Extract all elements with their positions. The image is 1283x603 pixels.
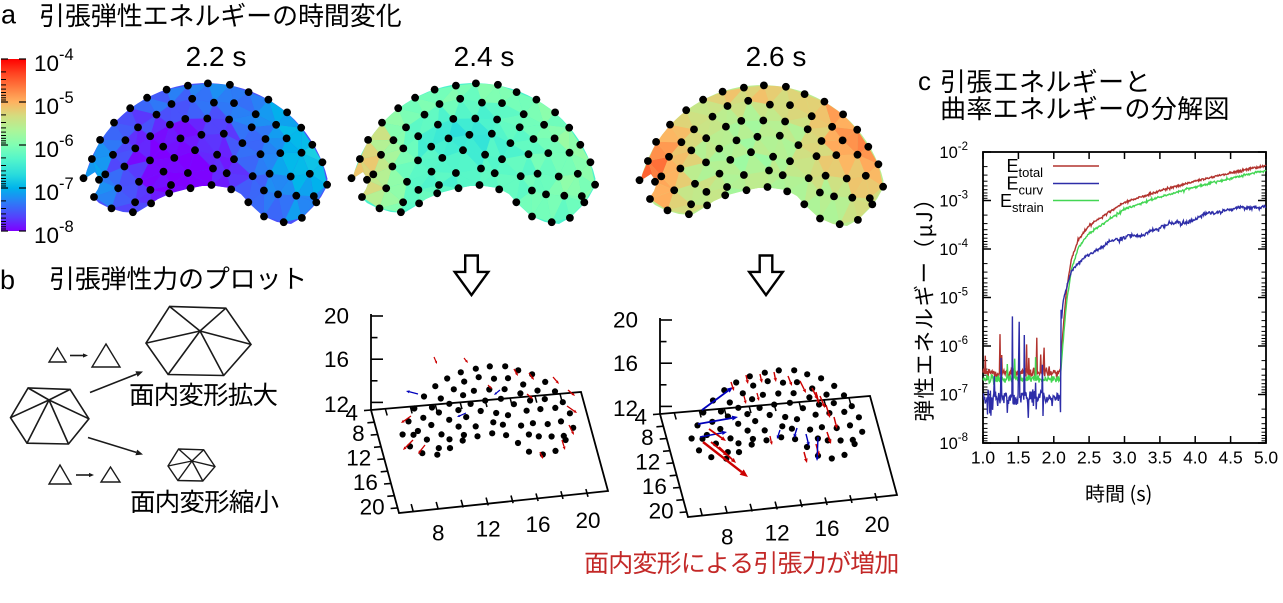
svg-text:2.6 s: 2.6 s (746, 41, 807, 72)
svg-text:-7: -7 (958, 384, 968, 396)
svg-text:16: 16 (613, 351, 638, 376)
svg-text:10: 10 (34, 137, 59, 162)
svg-text:3.5: 3.5 (1148, 448, 1172, 468)
svg-text:12: 12 (613, 396, 638, 421)
svg-text:2.4 s: 2.4 s (454, 41, 515, 72)
svg-text:20: 20 (864, 512, 889, 537)
svg-text:10: 10 (939, 290, 957, 308)
svg-text:4: 4 (634, 405, 647, 430)
svg-text:10: 10 (34, 94, 59, 119)
svg-text:4.5: 4.5 (1218, 448, 1242, 468)
svg-text:10: 10 (939, 144, 957, 162)
svg-text:-4: -4 (59, 46, 74, 64)
svg-text:12: 12 (635, 449, 660, 474)
svg-text:12: 12 (346, 445, 371, 470)
svg-text:8: 8 (352, 421, 365, 446)
svg-text:2.0: 2.0 (1042, 448, 1067, 468)
svg-text:-2: -2 (958, 141, 968, 153)
svg-text:E: E (1000, 191, 1012, 211)
svg-text:1.0: 1.0 (971, 448, 996, 468)
svg-text:E: E (1007, 156, 1019, 176)
svg-text:12: 12 (324, 392, 349, 417)
svg-text:20: 20 (649, 498, 674, 523)
svg-text:a: a (1, 0, 17, 30)
svg-text:16: 16 (324, 347, 349, 372)
svg-text:curv: curv (1019, 183, 1044, 198)
svg-text:12: 12 (765, 520, 790, 545)
svg-text:E: E (1007, 174, 1019, 194)
svg-text:8: 8 (432, 521, 445, 546)
svg-text:10: 10 (34, 51, 59, 76)
svg-text:-7: -7 (59, 175, 74, 193)
svg-text:4.0: 4.0 (1183, 448, 1208, 468)
svg-text:-4: -4 (958, 238, 969, 250)
svg-text:16: 16 (526, 512, 551, 537)
svg-text:10: 10 (34, 223, 59, 248)
svg-text:-5: -5 (59, 89, 74, 107)
svg-text:20: 20 (360, 494, 385, 519)
svg-text:16: 16 (353, 470, 378, 495)
svg-text:10: 10 (939, 435, 957, 453)
svg-text:c: c (918, 66, 931, 96)
svg-text:12: 12 (476, 516, 501, 541)
svg-text:-5: -5 (958, 287, 968, 299)
svg-text:10: 10 (34, 180, 59, 205)
svg-text:-3: -3 (958, 190, 968, 202)
svg-text:-8: -8 (958, 432, 968, 444)
svg-text:b: b (0, 265, 15, 295)
svg-text:-8: -8 (59, 218, 74, 236)
svg-text:8: 8 (641, 425, 654, 450)
svg-text:1.5: 1.5 (1006, 448, 1030, 468)
svg-text:2.5: 2.5 (1077, 448, 1101, 468)
svg-text:-6: -6 (59, 132, 74, 150)
svg-text:total: total (1019, 165, 1044, 180)
svg-text:4: 4 (345, 401, 358, 426)
svg-text:10: 10 (939, 338, 957, 356)
svg-text:20: 20 (575, 508, 600, 533)
svg-text:-6: -6 (958, 335, 968, 347)
svg-text:8: 8 (721, 525, 734, 550)
svg-text:5.0: 5.0 (1254, 448, 1279, 468)
svg-text:10: 10 (939, 241, 957, 259)
svg-text:16: 16 (642, 474, 667, 499)
svg-text:3.0: 3.0 (1112, 448, 1137, 468)
svg-text:20: 20 (324, 304, 349, 329)
svg-text:20: 20 (613, 308, 638, 333)
svg-text:10: 10 (939, 387, 957, 405)
svg-text:2.2 s: 2.2 s (186, 41, 247, 72)
svg-text:strain: strain (1012, 200, 1044, 215)
svg-text:10: 10 (939, 193, 957, 211)
svg-text:16: 16 (815, 516, 840, 541)
